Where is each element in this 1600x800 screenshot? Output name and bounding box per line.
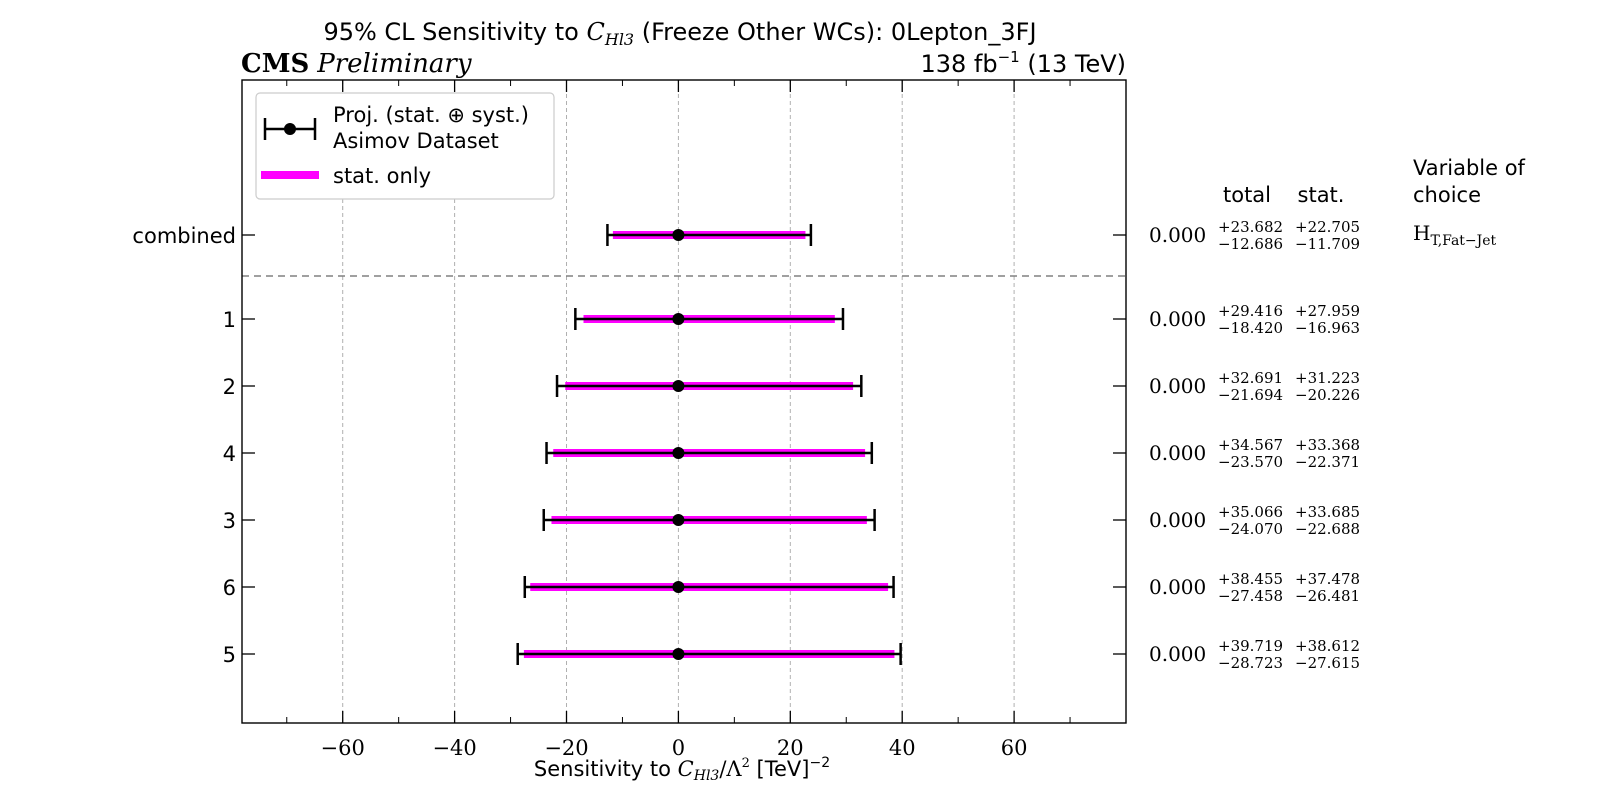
x-tick-label: −20 <box>544 736 588 760</box>
row-label: 1 <box>223 308 236 332</box>
total-up: +34.567 <box>1218 436 1283 454</box>
stat-up: +38.612 <box>1295 637 1360 655</box>
central-marker <box>672 514 685 526</box>
stat-up: +27.959 <box>1295 302 1360 320</box>
total-down: −18.420 <box>1218 319 1283 337</box>
x-tick-label: −60 <box>321 736 365 760</box>
central-marker <box>672 313 685 325</box>
central-marker <box>672 581 685 593</box>
central-value: 0.000 <box>1149 223 1206 247</box>
legend-asimov-label: Asimov Dataset <box>333 129 499 153</box>
col-header-variable: Variable of <box>1413 156 1526 180</box>
row-6: 6 0.000 +38.455−27.458 +37.478−26.481 <box>223 570 1360 605</box>
chart-title: 95% CL Sensitivity to CHl3 (Freeze Other… <box>323 18 1036 49</box>
col-header-total: total <box>1223 183 1271 207</box>
row-4: 4 0.000 +34.567−23.570 +33.368−22.371 <box>223 436 1360 471</box>
stat-down: −20.226 <box>1295 386 1360 404</box>
stat-down: −26.481 <box>1295 587 1360 605</box>
central-value: 0.000 <box>1149 307 1206 331</box>
row-5: 5 0.000 +39.719−28.723 +38.612−27.615 <box>223 637 1360 672</box>
total-down: −23.570 <box>1218 453 1283 471</box>
col-header-stat: stat. <box>1298 183 1345 207</box>
lumi-label: 138 fb−1 (13 TeV) <box>920 48 1126 78</box>
stat-down: −16.963 <box>1295 319 1360 337</box>
central-marker <box>672 447 685 459</box>
central-value: 0.000 <box>1149 374 1206 398</box>
stat-up: +37.478 <box>1295 570 1360 588</box>
central-value: 0.000 <box>1149 642 1206 666</box>
total-up: +23.682 <box>1218 218 1283 236</box>
stat-down: −22.371 <box>1295 453 1360 471</box>
central-marker <box>672 648 685 660</box>
x-tick-label: 40 <box>889 736 916 760</box>
x-tick-label: 60 <box>1001 736 1028 760</box>
legend-proj-marker <box>263 118 317 140</box>
stat-down: −27.615 <box>1295 654 1360 672</box>
row-label: 6 <box>223 576 236 600</box>
row-label: 2 <box>223 375 236 399</box>
legend-box <box>255 92 555 200</box>
row-1: 1 0.000 +29.416−18.420 +27.959−16.963 <box>223 302 1360 337</box>
row-label: 4 <box>223 442 236 466</box>
legend-stat-label: stat. only <box>333 164 431 188</box>
stat-up: +33.368 <box>1295 436 1360 454</box>
total-down: −21.694 <box>1218 386 1283 404</box>
total-down: −24.070 <box>1218 520 1283 538</box>
central-value: 0.000 <box>1149 508 1206 532</box>
total-up: +35.066 <box>1218 503 1283 521</box>
central-marker <box>672 229 685 241</box>
central-value: 0.000 <box>1149 441 1206 465</box>
x-tick-label: 20 <box>777 736 804 760</box>
variable-value: HT,Fat−Jet <box>1413 221 1497 249</box>
cms-label: CMS Preliminary <box>241 49 472 79</box>
row-3: 3 0.000 +35.066−24.070 +33.685−22.688 <box>223 503 1360 538</box>
stat-down: −11.709 <box>1295 235 1360 253</box>
x-axis-label: Sensitivity to CHl3/Λ2 [TeV]−2 <box>534 755 830 784</box>
central-marker <box>672 380 685 392</box>
stat-up: +31.223 <box>1295 369 1360 387</box>
total-down: −27.458 <box>1218 587 1283 605</box>
row-label: 5 <box>223 643 236 667</box>
row-label: combined <box>132 224 236 248</box>
total-down: −12.686 <box>1218 235 1283 253</box>
x-tick-label: 0 <box>672 736 685 760</box>
x-axis-ticks: −60 −40 −20 0 20 40 60 <box>286 80 1071 760</box>
total-up: +29.416 <box>1218 302 1283 320</box>
plot-frame <box>241 79 1127 724</box>
stat-up: +33.685 <box>1295 503 1360 521</box>
col-header-choice: choice <box>1413 183 1481 207</box>
total-up: +38.455 <box>1218 570 1283 588</box>
central-value: 0.000 <box>1149 575 1206 599</box>
row-2: 2 0.000 +32.691−21.694 +31.223−20.226 <box>223 369 1360 404</box>
total-up: +39.719 <box>1218 637 1283 655</box>
legend-proj-label: Proj. (stat. ⊕ syst.) <box>333 103 529 127</box>
data-rows: combined 0.000 +23.682−12.686 +22.705−11.70… <box>132 218 1360 672</box>
stat-down: −22.688 <box>1295 520 1360 538</box>
x-tick-label: −40 <box>432 736 476 760</box>
row-label: 3 <box>223 509 236 533</box>
legend: Proj. (stat. ⊕ syst.) Asimov Dataset sta… <box>255 92 555 200</box>
row-combined: combined 0.000 +23.682−12.686 +22.705−11.70… <box>132 218 1360 253</box>
stat-up: +22.705 <box>1295 218 1360 236</box>
total-down: −28.723 <box>1218 654 1283 672</box>
total-up: +32.691 <box>1218 369 1283 387</box>
